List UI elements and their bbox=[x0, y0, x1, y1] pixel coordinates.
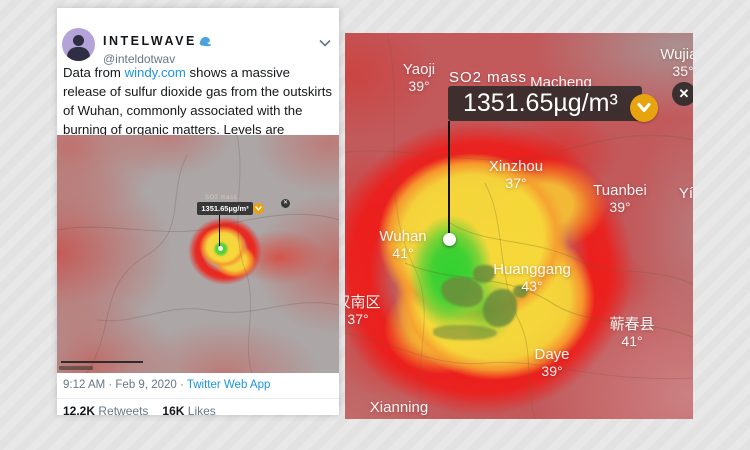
retweet-count[interactable]: 12.2K bbox=[63, 404, 96, 418]
tweet-author-block: INTELWAVE @inteldotwav bbox=[103, 34, 303, 66]
map-city-label: Yaoji 39° bbox=[402, 61, 436, 94]
author-handle[interactable]: @inteldotwav bbox=[103, 52, 176, 66]
avatar[interactable] bbox=[62, 28, 95, 61]
lake-shape bbox=[513, 285, 528, 298]
chevron-down-icon bbox=[319, 39, 331, 47]
mini-map-roads bbox=[57, 135, 339, 373]
map-city-label: Daye 39° bbox=[534, 346, 570, 379]
map-city-labels: Yaoji39°MachengWujiag35°Xinzhou37°Tuanbe… bbox=[345, 33, 693, 419]
avatar-figure-head bbox=[73, 35, 84, 46]
tweet-attached-map-image[interactable]: SO2 mass 1351.65µg/m³ ✕ bbox=[57, 135, 339, 373]
divider bbox=[57, 398, 339, 399]
map-city-label: Xianning bbox=[369, 399, 429, 416]
like-label[interactable]: Likes bbox=[187, 404, 216, 418]
chevron-down-icon bbox=[637, 103, 651, 112]
windy-heatmap[interactable]: Yaoji39°MachengWujiag35°Xinzhou37°Tuanbe… bbox=[345, 33, 693, 419]
tweet-more-menu-button[interactable] bbox=[319, 34, 331, 52]
wave-emoji-icon bbox=[199, 36, 212, 50]
retweet-label[interactable]: Retweets bbox=[98, 404, 149, 418]
mini-expand-button[interactable] bbox=[253, 203, 264, 214]
lake-shape bbox=[483, 289, 517, 327]
tweet-card: INTELWAVE @inteldotwav Data from windy.c… bbox=[57, 8, 339, 418]
map-city-label: Yí bbox=[678, 185, 693, 202]
map-city-label: 蕲春县 41° bbox=[609, 316, 655, 349]
map-city-label: 汉南区37° bbox=[345, 294, 381, 327]
map-city-label: Tuanbei 39° bbox=[593, 182, 647, 215]
tweet-stats-row: 12.2K Retweets 16K Likes bbox=[63, 404, 216, 418]
mini-close-button[interactable]: ✕ bbox=[281, 199, 290, 208]
lake-shape bbox=[441, 277, 483, 307]
mini-marker-line bbox=[219, 215, 220, 248]
chevron-down-icon bbox=[255, 206, 262, 211]
mini-map-attribution bbox=[59, 366, 93, 370]
map-roads bbox=[345, 33, 693, 419]
tooltip-value-box: 1351.65µg/m³ bbox=[448, 86, 642, 121]
tweet-source-link[interactable]: Twitter Web App bbox=[186, 379, 271, 391]
lake-shape bbox=[433, 325, 497, 340]
tooltip-close-button[interactable]: ✕ bbox=[672, 82, 693, 106]
map-city-label: Huanggang 43° bbox=[493, 261, 571, 294]
tweet-body-pre: Data from bbox=[63, 65, 125, 80]
marker-dot[interactable] bbox=[443, 233, 456, 246]
avatar-figure-body bbox=[67, 47, 90, 61]
tooltip-layer-title: SO2 mass bbox=[449, 69, 528, 86]
like-count[interactable]: 16K bbox=[162, 404, 185, 418]
tweet-body-link[interactable]: windy.com bbox=[124, 65, 186, 80]
mini-marker-dot bbox=[218, 246, 223, 251]
map-city-label: Wujiag35° bbox=[660, 46, 693, 79]
mini-map-scale-bar bbox=[61, 361, 143, 363]
author-display-name[interactable]: INTELWAVE bbox=[103, 34, 303, 50]
marker-line bbox=[448, 121, 450, 240]
lake-shape bbox=[473, 265, 495, 283]
tweet-timestamp: 9:12 AM · Feb 9, 2020 · Twitter Web App bbox=[63, 379, 271, 391]
map-city-label: Xinzhou 37° bbox=[488, 158, 544, 191]
map-city-label: Wuhan 41° bbox=[379, 228, 427, 261]
mini-tooltip-value: 1351.65µg/m³ bbox=[197, 202, 253, 215]
mini-tooltip-title: SO2 mass bbox=[205, 195, 238, 201]
tooltip-expand-button[interactable] bbox=[630, 94, 658, 122]
